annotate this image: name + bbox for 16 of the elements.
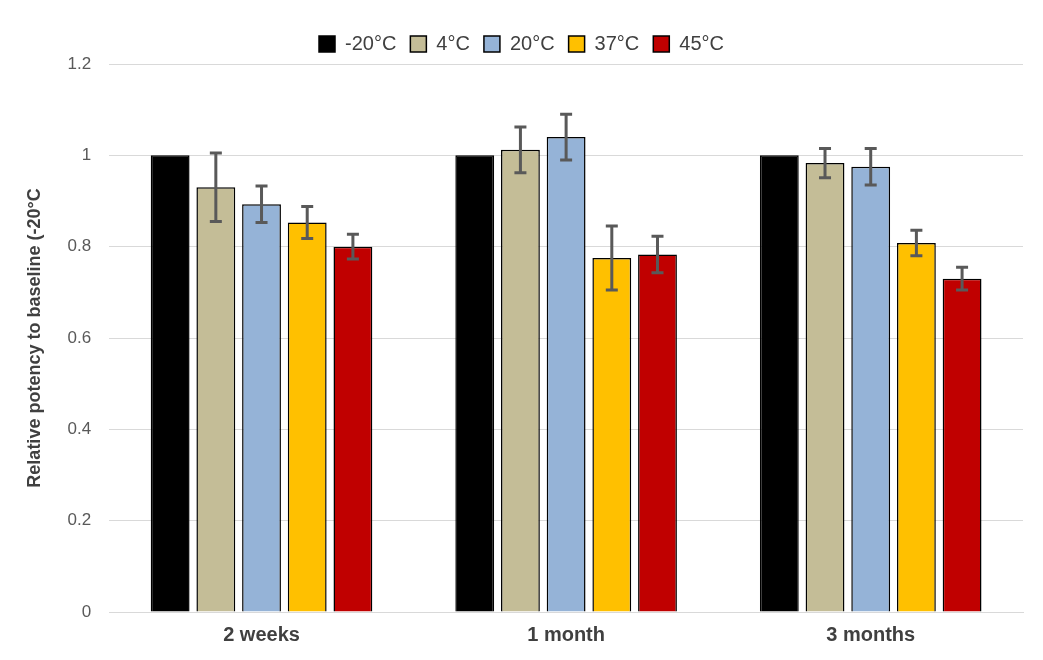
legend-label: 37°C (594, 31, 640, 54)
legend-label: 20°C (509, 31, 555, 54)
y-tick-label: 1.2 (67, 53, 92, 73)
y-tick-label: 0.6 (67, 327, 92, 347)
x-tick-label: 3 months (826, 622, 916, 645)
y-tick-label: 0.8 (67, 236, 92, 256)
x-tick-label: 1 month (527, 622, 606, 645)
y-tick-label: 0.4 (67, 419, 92, 439)
legend-label: 45°C (679, 31, 724, 54)
legend-label: -20°C (345, 31, 397, 54)
y-axis-title: Relative potency to baseline (-20°C (23, 188, 44, 488)
x-tick-label: 2 weeks (223, 622, 300, 645)
legend-label: 4°C (436, 31, 470, 54)
y-tick-label: 0.2 (67, 510, 92, 530)
y-tick-label: 0 (81, 601, 92, 621)
y-tick-label: 1 (81, 145, 92, 165)
